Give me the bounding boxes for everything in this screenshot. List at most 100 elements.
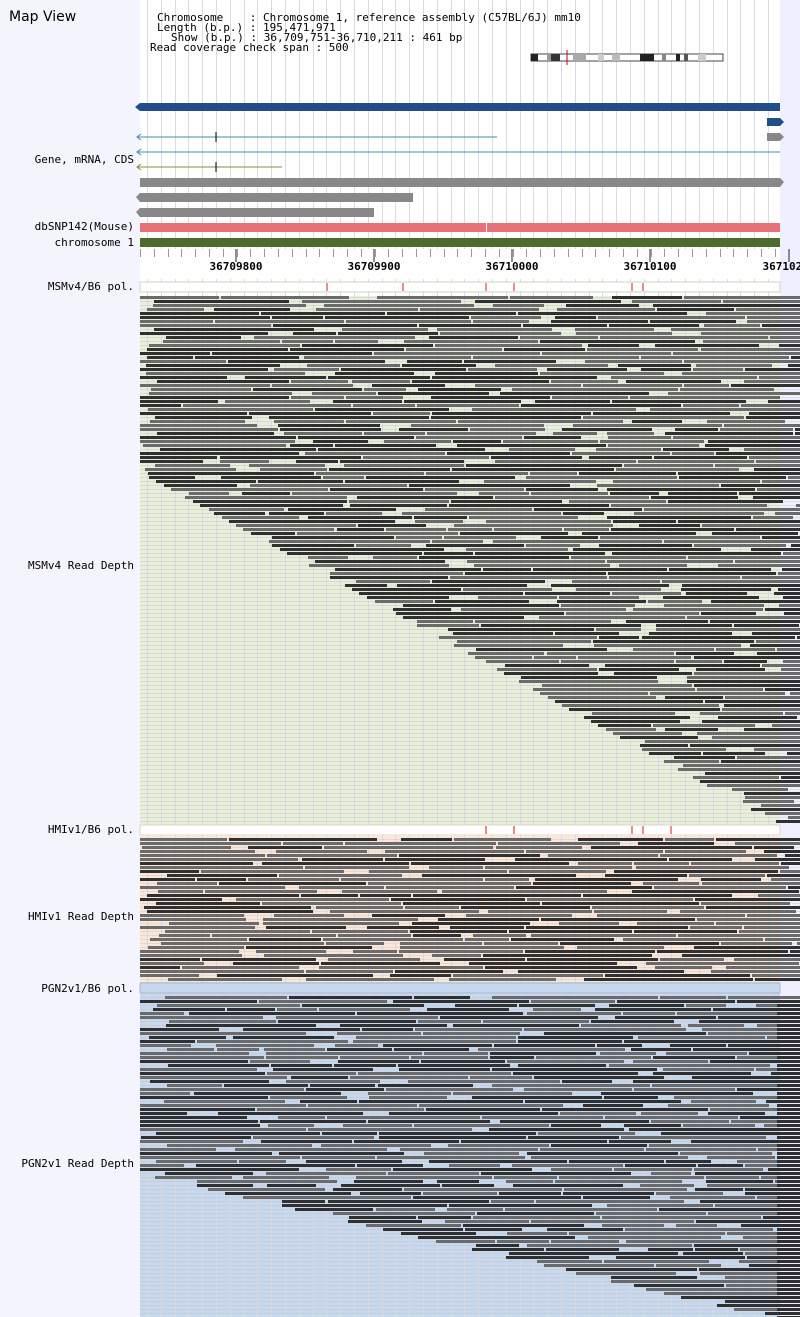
pgn-read <box>153 1008 225 1011</box>
pgn-read <box>506 1256 589 1259</box>
pgn-read <box>140 1120 258 1123</box>
pgn-read <box>602 1224 664 1227</box>
pgn-read <box>334 1064 396 1067</box>
msm-read <box>796 504 800 507</box>
hmi-read <box>341 878 483 881</box>
msm-read <box>458 420 623 423</box>
gene-track-label: Gene, mRNA, CDS <box>34 153 134 166</box>
hmi-read <box>788 886 800 889</box>
msm-read <box>402 512 561 515</box>
msm-read <box>250 484 407 487</box>
msm-read <box>750 644 800 647</box>
pgn-read <box>354 1180 423 1183</box>
msm-read <box>344 464 464 467</box>
pgn-read <box>546 1248 619 1251</box>
hmi-read <box>632 890 799 893</box>
msm-read <box>684 360 800 363</box>
msm-read <box>225 400 310 403</box>
pgn-read <box>740 1248 800 1251</box>
msm-read <box>148 472 314 475</box>
msm-read <box>785 712 800 715</box>
msm-read <box>753 496 800 499</box>
hmi-read <box>485 966 637 969</box>
ideogram-band <box>547 54 551 61</box>
hmi-read <box>623 938 763 941</box>
pgn-read <box>713 1008 800 1011</box>
msm-read <box>209 508 284 511</box>
hmi-read <box>432 954 481 957</box>
hmi-read <box>694 946 800 949</box>
hmi-read <box>578 838 663 841</box>
pgn-read <box>166 1024 316 1027</box>
msm-read <box>751 548 800 551</box>
pgn-read <box>499 1192 561 1195</box>
msm-read <box>435 372 538 375</box>
hmi-read <box>140 966 180 969</box>
hmi-read <box>413 934 461 937</box>
msm-read <box>435 344 582 347</box>
pgn-read <box>149 1036 226 1039</box>
msm-read <box>725 696 800 699</box>
pgn-read <box>379 1136 526 1139</box>
hmi-read <box>690 926 742 929</box>
msm-read <box>756 460 800 463</box>
pgn-read <box>436 1240 495 1243</box>
msm-read <box>752 632 800 635</box>
msm-read <box>679 476 786 479</box>
pgn-read <box>694 1244 800 1247</box>
dbsnp-track-label: dbSNP142(Mouse) <box>34 220 134 233</box>
msm-read <box>612 400 746 403</box>
msm-read <box>493 540 662 543</box>
pgn-edge-read <box>777 1192 800 1195</box>
pgn-read <box>310 1084 375 1087</box>
msm-read <box>599 668 679 671</box>
hmi-read <box>157 882 217 885</box>
pgn-read <box>482 1116 603 1119</box>
msm-read <box>140 412 247 415</box>
hmi-read <box>140 850 255 853</box>
msm-read <box>222 516 299 519</box>
hmi-read <box>755 978 800 981</box>
pgn-edge-read <box>777 1056 800 1059</box>
msm-read <box>315 560 445 563</box>
pgn-read <box>607 1204 713 1207</box>
pgn-read <box>278 1020 416 1023</box>
msm-read <box>657 308 734 311</box>
msm-read <box>795 428 800 431</box>
msm-read <box>724 704 800 707</box>
pgn-read <box>491 1200 534 1203</box>
hmi-read <box>754 846 794 849</box>
pgn-edge-read <box>777 1276 800 1279</box>
hmi-read <box>140 858 298 861</box>
msm-read <box>164 484 237 487</box>
pgn-read <box>674 1096 800 1099</box>
msm-read <box>396 536 442 539</box>
msm-read <box>315 408 449 411</box>
pgn-read <box>696 1220 800 1223</box>
pgn-read <box>707 1156 775 1159</box>
hmi-read <box>323 938 463 941</box>
pgn-read <box>418 1020 481 1023</box>
hmi-read <box>525 950 655 953</box>
pgn-read <box>217 1048 259 1051</box>
gene-fragment <box>767 118 784 126</box>
msm-read <box>745 796 800 799</box>
msm-read <box>540 372 664 375</box>
pgn-edge-read <box>777 1268 800 1271</box>
msm-read <box>600 336 768 339</box>
msm-read <box>688 556 800 559</box>
gene-gray-bar <box>136 208 374 217</box>
pgn-read <box>600 1052 656 1055</box>
pgn-read <box>224 1084 308 1087</box>
msm-read <box>797 636 800 639</box>
msm-read <box>504 672 598 675</box>
msm-read <box>147 348 288 351</box>
msm-read <box>534 508 642 511</box>
msm-read <box>614 672 692 675</box>
msm-read <box>531 492 608 495</box>
length-info: Length (b.p.) : 195,471,971 <box>157 21 336 34</box>
msm-read <box>642 748 726 751</box>
msm-read <box>751 808 800 811</box>
msm-read <box>541 536 598 539</box>
msm-read <box>154 300 289 303</box>
